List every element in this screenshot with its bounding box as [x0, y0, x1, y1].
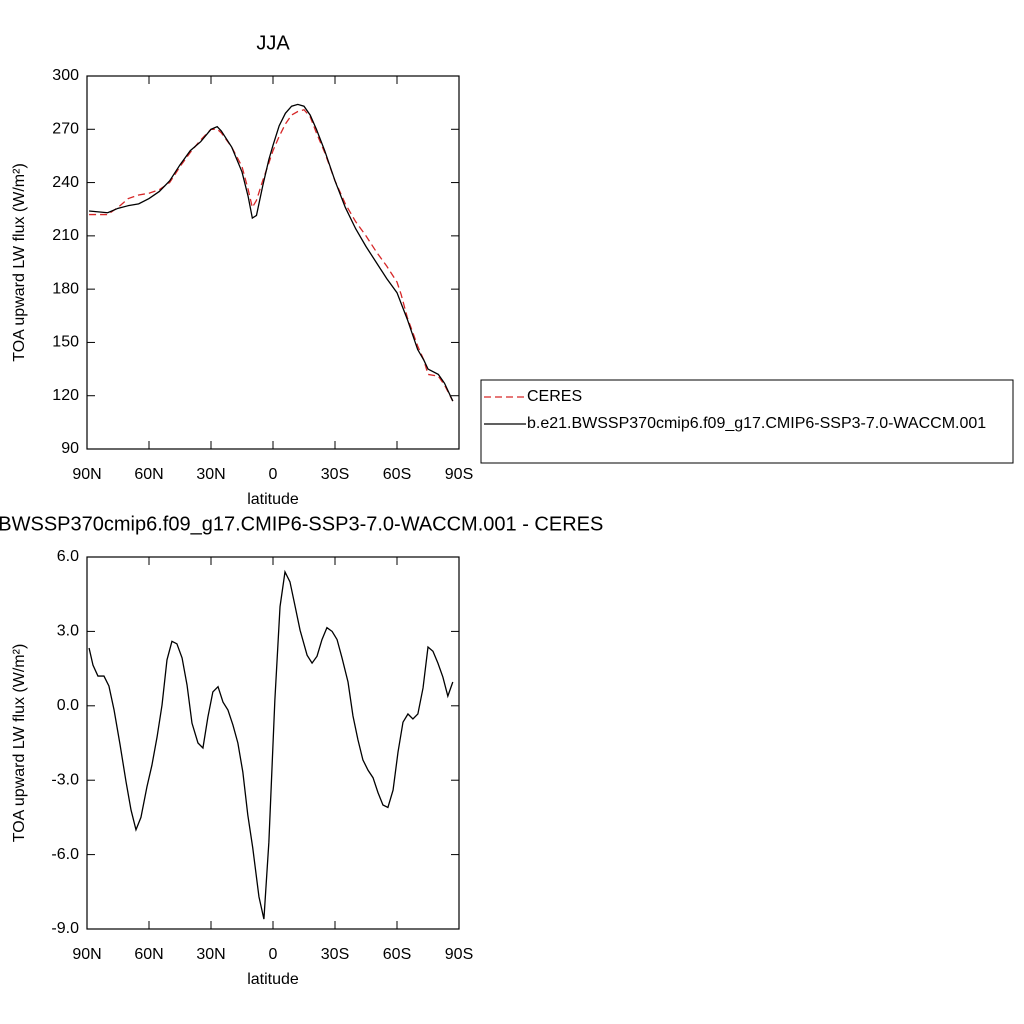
x-tick-label: 30N	[196, 466, 225, 483]
y-tick-label: 3.0	[57, 623, 79, 640]
x-tick-label: 90S	[445, 946, 473, 963]
y-axis-label: TOA upward LW flux (W/m²)	[11, 644, 28, 843]
x-tick-label: 0	[269, 946, 278, 963]
x-axis-label: latitude	[247, 971, 299, 988]
y-tick-label: -6.0	[51, 846, 79, 863]
y-tick-label: 90	[61, 440, 79, 457]
chart-title: b.e21.BWSSP370cmip6.f09_g17.CMIP6-SSP3-7…	[0, 513, 603, 535]
x-tick-label: 30N	[196, 946, 225, 963]
y-tick-label: 180	[52, 280, 79, 297]
x-tick-label: 60N	[134, 946, 163, 963]
y-tick-label: -3.0	[51, 771, 79, 788]
x-tick-label: 90N	[72, 946, 101, 963]
x-tick-label: 30S	[321, 466, 349, 483]
y-tick-label: 6.0	[57, 548, 79, 565]
y-tick-label: 300	[52, 67, 79, 84]
legend-label: b.e21.BWSSP370cmip6.f09_g17.CMIP6-SSP3-7…	[527, 415, 986, 432]
x-tick-label: 60N	[134, 466, 163, 483]
x-tick-label: 90N	[72, 466, 101, 483]
legend-label: CERES	[527, 388, 582, 405]
plot-frame	[86, 75, 460, 450]
y-tick-label: -9.0	[51, 920, 79, 937]
y-tick-label: 270	[52, 121, 79, 138]
y-tick-label: 210	[52, 227, 79, 244]
data-line	[88, 569, 454, 920]
y-axis-label: TOA upward LW flux (W/m²)	[11, 163, 28, 362]
data-line	[89, 103, 454, 402]
x-tick-label: 0	[269, 466, 278, 483]
x-tick-label: 30S	[321, 946, 349, 963]
x-tick-label: 60S	[383, 946, 411, 963]
y-tick-label: 0.0	[57, 697, 79, 714]
y-tick-label: 120	[52, 387, 79, 404]
chart-title: JJA	[256, 32, 290, 54]
x-tick-label: 60S	[383, 466, 411, 483]
legend-frame	[480, 379, 1014, 464]
y-tick-label: 150	[52, 334, 79, 351]
x-tick-label: 90S	[445, 466, 473, 483]
y-tick-label: 240	[52, 174, 79, 191]
plot-frame	[86, 556, 460, 930]
x-axis-label: latitude	[247, 491, 299, 508]
